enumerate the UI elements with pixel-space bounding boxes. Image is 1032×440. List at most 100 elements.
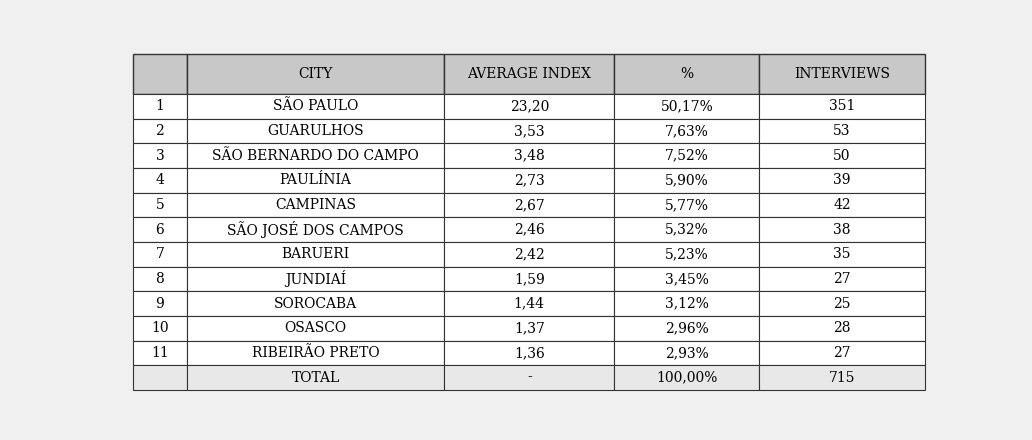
Text: TOTAL: TOTAL xyxy=(291,370,340,385)
Bar xyxy=(614,341,760,365)
Bar xyxy=(614,291,760,316)
Bar xyxy=(187,217,444,242)
Text: 2: 2 xyxy=(156,124,164,138)
Text: 3: 3 xyxy=(156,149,164,163)
Bar xyxy=(187,119,444,143)
Bar xyxy=(614,193,760,217)
Bar xyxy=(133,242,187,267)
Text: 10: 10 xyxy=(151,321,169,335)
Bar xyxy=(614,316,760,341)
Bar xyxy=(187,341,444,365)
Text: 7,63%: 7,63% xyxy=(665,124,709,138)
Text: 1,36: 1,36 xyxy=(514,346,545,360)
Bar xyxy=(133,217,187,242)
Bar xyxy=(187,365,444,390)
Bar xyxy=(760,119,925,143)
Bar xyxy=(760,193,925,217)
Bar xyxy=(760,143,925,168)
Text: 4: 4 xyxy=(156,173,164,187)
Bar xyxy=(444,242,614,267)
Text: 5,32%: 5,32% xyxy=(665,223,709,237)
Text: PAULÍNIA: PAULÍNIA xyxy=(280,173,352,187)
Bar xyxy=(614,365,760,390)
Text: 28: 28 xyxy=(833,321,850,335)
Bar xyxy=(187,242,444,267)
Text: 351: 351 xyxy=(829,99,856,113)
Text: OSASCO: OSASCO xyxy=(285,321,347,335)
Text: GUARULHOS: GUARULHOS xyxy=(267,124,364,138)
Text: 5: 5 xyxy=(156,198,164,212)
Text: 50,17%: 50,17% xyxy=(660,99,713,113)
Text: BARUERI: BARUERI xyxy=(282,247,350,261)
Text: 9: 9 xyxy=(156,297,164,311)
Bar xyxy=(444,341,614,365)
Text: CITY: CITY xyxy=(298,67,332,81)
Text: 715: 715 xyxy=(829,370,856,385)
Text: -: - xyxy=(527,370,531,385)
Bar xyxy=(444,316,614,341)
Text: 2,42: 2,42 xyxy=(514,247,545,261)
Bar xyxy=(760,55,925,94)
Bar xyxy=(133,365,187,390)
Bar xyxy=(760,267,925,291)
Text: SOROCABA: SOROCABA xyxy=(273,297,357,311)
Bar xyxy=(444,365,614,390)
Text: 2,93%: 2,93% xyxy=(665,346,709,360)
Bar xyxy=(187,94,444,119)
Text: 2,73: 2,73 xyxy=(514,173,545,187)
Text: 5,77%: 5,77% xyxy=(665,198,709,212)
Text: 35: 35 xyxy=(833,247,850,261)
Bar xyxy=(614,217,760,242)
Bar xyxy=(187,143,444,168)
Text: 6: 6 xyxy=(156,223,164,237)
Text: 38: 38 xyxy=(833,223,850,237)
Bar xyxy=(133,168,187,193)
Bar xyxy=(187,267,444,291)
Bar xyxy=(614,119,760,143)
Text: 5,23%: 5,23% xyxy=(665,247,709,261)
Bar xyxy=(614,143,760,168)
Bar xyxy=(760,242,925,267)
Text: 27: 27 xyxy=(833,346,850,360)
Bar xyxy=(187,55,444,94)
Bar xyxy=(133,193,187,217)
Bar xyxy=(133,55,187,94)
Bar xyxy=(187,193,444,217)
Text: 23,20: 23,20 xyxy=(510,99,549,113)
Text: 8: 8 xyxy=(156,272,164,286)
Bar xyxy=(760,316,925,341)
Text: 2,46: 2,46 xyxy=(514,223,545,237)
Text: 42: 42 xyxy=(833,198,850,212)
Bar xyxy=(133,291,187,316)
Text: 3,12%: 3,12% xyxy=(665,297,709,311)
Text: 39: 39 xyxy=(833,173,850,187)
Text: %: % xyxy=(680,67,694,81)
Text: 1,59: 1,59 xyxy=(514,272,545,286)
Bar xyxy=(133,143,187,168)
Text: SÃO PAULO: SÃO PAULO xyxy=(272,99,358,113)
Bar xyxy=(187,291,444,316)
Bar xyxy=(760,291,925,316)
Text: SÃO JOSÉ DOS CAMPOS: SÃO JOSÉ DOS CAMPOS xyxy=(227,221,404,238)
Text: 5,90%: 5,90% xyxy=(665,173,709,187)
Bar xyxy=(614,55,760,94)
Bar xyxy=(760,217,925,242)
Text: 11: 11 xyxy=(151,346,169,360)
Text: 100,00%: 100,00% xyxy=(656,370,717,385)
Bar xyxy=(187,168,444,193)
Text: 1,44: 1,44 xyxy=(514,297,545,311)
Bar xyxy=(444,143,614,168)
Text: 50: 50 xyxy=(833,149,850,163)
Text: 1,37: 1,37 xyxy=(514,321,545,335)
Bar xyxy=(444,291,614,316)
Text: SÃO BERNARDO DO CAMPO: SÃO BERNARDO DO CAMPO xyxy=(213,149,419,163)
Bar xyxy=(133,94,187,119)
Text: 3,45%: 3,45% xyxy=(665,272,709,286)
Bar xyxy=(614,242,760,267)
Bar xyxy=(614,94,760,119)
Bar xyxy=(133,341,187,365)
Text: 53: 53 xyxy=(833,124,850,138)
Bar xyxy=(444,267,614,291)
Bar xyxy=(760,365,925,390)
Text: 7,52%: 7,52% xyxy=(665,149,709,163)
